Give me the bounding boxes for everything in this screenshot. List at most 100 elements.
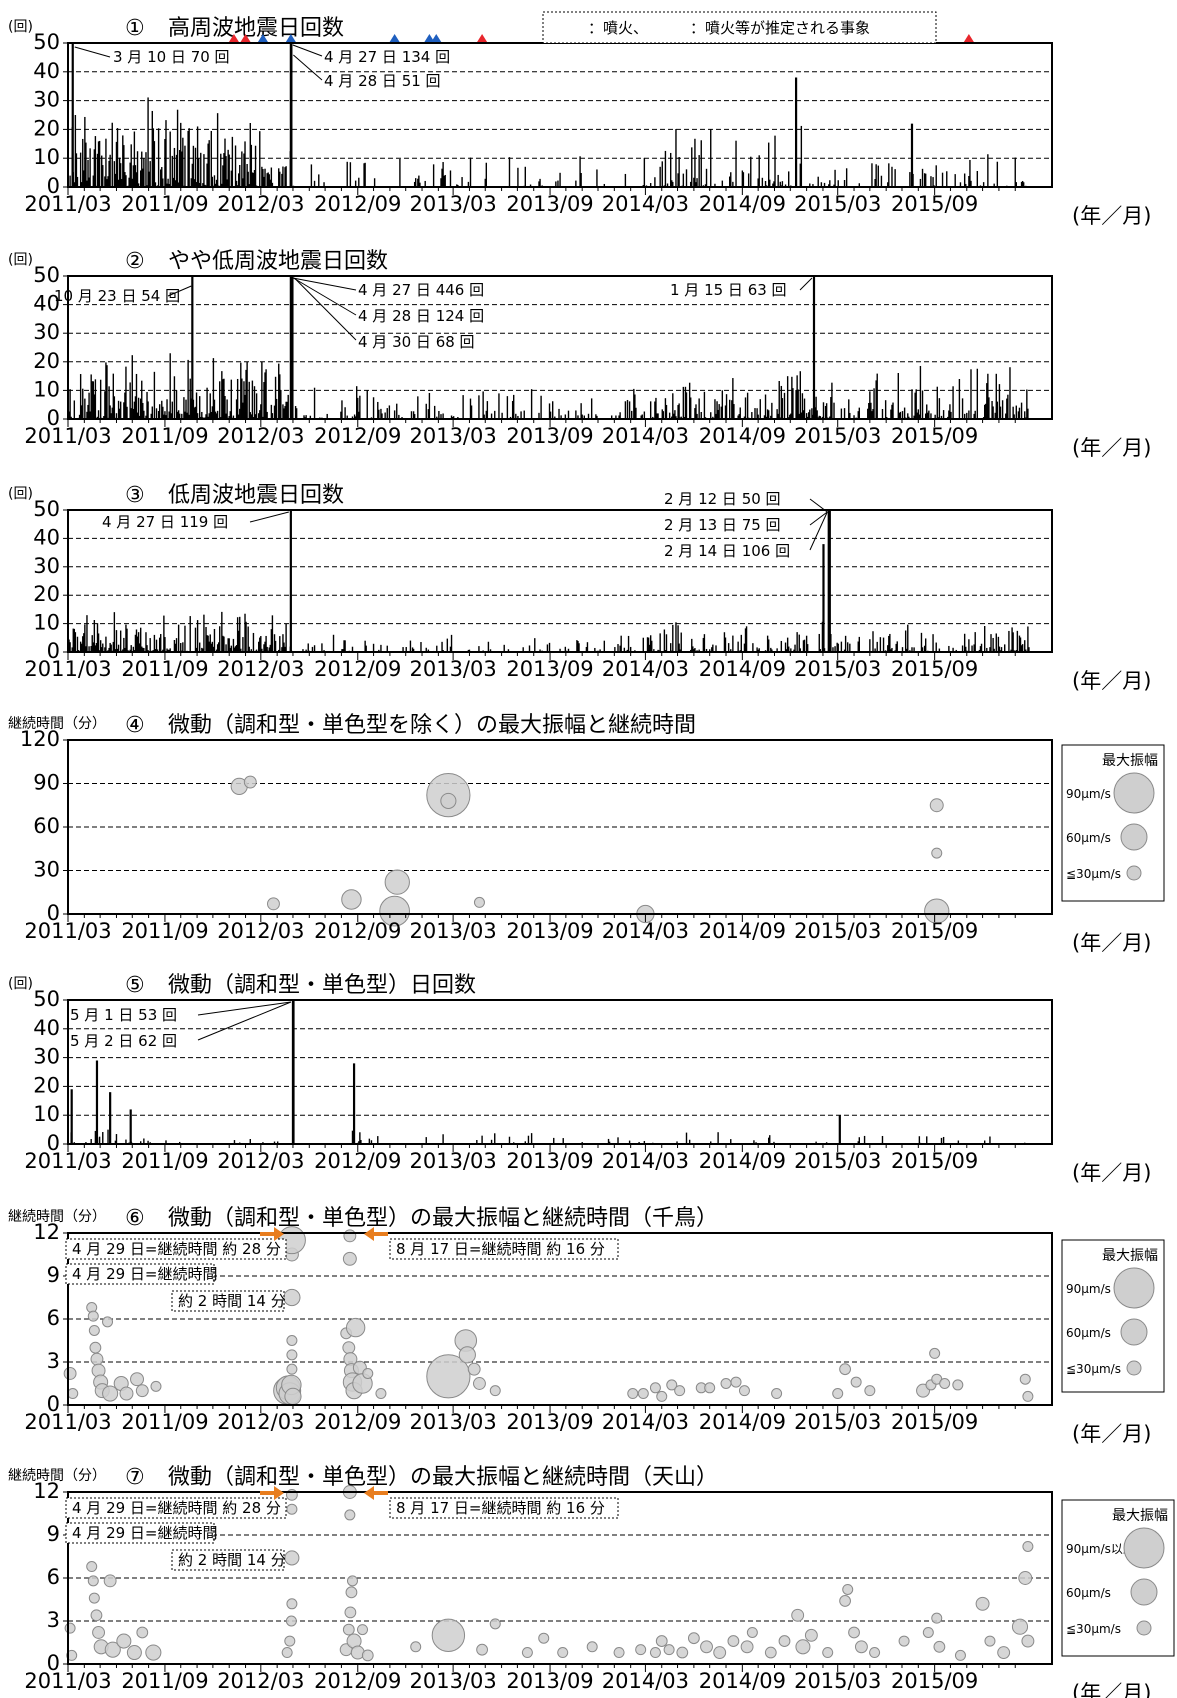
bubble-point xyxy=(342,1251,357,1266)
p6-panel: 0 3 6 9 12 2011/03 2011/09 2012/03 2012/09 2013/0… xyxy=(8,1206,1151,1446)
p5-number: ⑤ xyxy=(125,973,145,998)
p4-frame xyxy=(67,739,1053,915)
x-tick-label: 2014/03 xyxy=(602,192,689,216)
bubble-point xyxy=(102,1385,119,1402)
bubble-point xyxy=(281,1647,293,1659)
bubble-point xyxy=(613,1647,625,1659)
bubble-point xyxy=(586,1641,598,1653)
x-tick-label: 2015/09 xyxy=(891,1410,978,1434)
annotation-label: 4 月 27 日 446 回 xyxy=(358,281,484,299)
x-tick-label: 2015/03 xyxy=(794,192,881,216)
annotation-leader xyxy=(197,1001,292,1041)
x-tick-label: 2012/03 xyxy=(217,192,304,216)
bubble-point xyxy=(88,1592,100,1604)
p2-ytick-label: 40 xyxy=(33,292,60,316)
bubble-point xyxy=(839,1595,851,1607)
annotation: 5 月 1 日 53 回 xyxy=(70,1001,292,1024)
bubble-point xyxy=(635,1644,647,1656)
x-tick-label: 2013/03 xyxy=(409,657,496,681)
bubble-point xyxy=(375,1388,387,1400)
bubble-point xyxy=(344,1606,357,1619)
x-tick-label: 2014/03 xyxy=(602,1410,689,1434)
bubble-point xyxy=(898,1635,910,1647)
bubble-point xyxy=(1018,1571,1033,1585)
x-tick-label: 2012/09 xyxy=(314,919,401,943)
bubble-point xyxy=(284,1387,302,1406)
duration-note: 8 月 17 日=継続時間 約 16 分 xyxy=(389,1238,619,1260)
bubble-point xyxy=(361,1649,374,1662)
annotation: 10 月 23 日 54 回 xyxy=(54,285,192,305)
bubble-point xyxy=(90,1352,104,1366)
bubble-point xyxy=(119,1386,134,1401)
bubble-point xyxy=(86,1561,98,1573)
x-tick-label: 2015/09 xyxy=(891,1149,978,1173)
annotation-leader xyxy=(293,54,323,81)
p4-x-axis: 2011/03 2011/09 2012/03 2012/09 2013/03 2013/… xyxy=(24,914,1016,943)
bubble-point xyxy=(713,1646,727,1659)
p4-ytick-label: 90 xyxy=(33,771,60,795)
p3-ytick-label: 50 xyxy=(33,497,60,521)
duration-note-box xyxy=(171,1290,285,1312)
bubble-point xyxy=(854,1640,868,1654)
bubble-point xyxy=(842,1583,854,1595)
p6-ytick-label: 9 xyxy=(47,1263,60,1287)
p5-ytick-label: 50 xyxy=(33,987,60,1011)
duration-note-box xyxy=(65,1263,215,1285)
p2-ytick-label: 20 xyxy=(33,349,60,373)
p7-title: 微動（調和型・単色型）の最大振幅と継続時間（天山） xyxy=(168,1465,718,1490)
x-tick-label: 2011/09 xyxy=(121,1149,208,1173)
annotation-label: 3 月 10 日 70 回 xyxy=(113,48,230,66)
annotation: 4 月 28 日 51 回 xyxy=(293,54,441,90)
legend-eruption-label: ：噴火、 xyxy=(588,19,648,37)
bubble-point xyxy=(473,896,485,908)
duration-note-label: 8 月 17 日=継続時間 約 16 分 xyxy=(396,1240,605,1258)
p3-ytick-label: 10 xyxy=(33,611,60,635)
bubble-point xyxy=(1022,1390,1034,1402)
p7-x-unit: (年／月) xyxy=(1072,1681,1151,1698)
p7-bubbles xyxy=(64,1485,1035,1662)
p3-bars xyxy=(68,510,1030,652)
duration-note: 約 2 時間 14 分 xyxy=(171,1549,286,1571)
x-tick-label: 2013/09 xyxy=(506,1149,593,1173)
bubble-point xyxy=(135,1384,149,1398)
bubble-point xyxy=(933,1640,946,1653)
p1-x-axis: 2011/03 2011/09 2012/03 2012/09 2013/03 2013/… xyxy=(24,187,1016,216)
bubble-point xyxy=(1021,1634,1035,1648)
orange-arrow xyxy=(364,1227,388,1241)
p3-x-axis: 2011/03 2011/09 2012/03 2012/09 2013/03 2013/… xyxy=(24,652,1016,681)
annotation: 2 月 13 日 75 回 xyxy=(664,511,828,534)
eruption-marker xyxy=(424,34,435,42)
annotation-label: 10 月 23 日 54 回 xyxy=(54,287,180,305)
annotation: 4 月 27 日 119 回 xyxy=(102,511,289,531)
annotation-leader xyxy=(809,511,828,551)
duration-note-box xyxy=(389,1497,619,1519)
x-tick-label: 2013/03 xyxy=(409,192,496,216)
duration-note-box xyxy=(65,1238,287,1260)
eruption-legend: ：噴火、 ：噴火等が推定される事象 xyxy=(228,11,974,44)
annotation: 4 月 28 日 124 回 xyxy=(293,277,484,325)
annotation-label: 5 月 2 日 62 回 xyxy=(70,1032,177,1050)
p3-y-unit: (回) xyxy=(8,486,33,502)
amplitude-legend-bubble xyxy=(1120,823,1148,851)
p6-x-unit: (年／月) xyxy=(1072,1422,1151,1446)
x-tick-label: 2012/09 xyxy=(314,1669,401,1693)
duration-note: 約 2 時間 14 分 xyxy=(171,1290,286,1312)
p7-y-unit: 継続時間（分） xyxy=(8,1467,106,1484)
bubble-point xyxy=(538,1632,550,1644)
p3-ytick-label: 40 xyxy=(33,525,60,549)
p1-title: 高周波地震日回数 xyxy=(168,16,344,41)
bubble-point xyxy=(795,1639,811,1655)
bubble-point xyxy=(557,1647,569,1659)
amplitude-legend-box xyxy=(1061,744,1165,902)
x-tick-label: 2012/03 xyxy=(217,919,304,943)
amplitude-legend: 最大振幅 90μm/s 60μm/s ≦30μm/s xyxy=(1061,744,1165,902)
p4-ytick-label: 30 xyxy=(33,858,60,882)
annotation: 4 月 27 日 134 回 xyxy=(292,44,450,66)
bubble-point xyxy=(720,1378,732,1389)
p4-ytick-label: 0 xyxy=(47,901,60,925)
x-tick-label: 2014/03 xyxy=(602,919,689,943)
amplitude-legend-label: 90μm/s xyxy=(1066,1282,1111,1296)
